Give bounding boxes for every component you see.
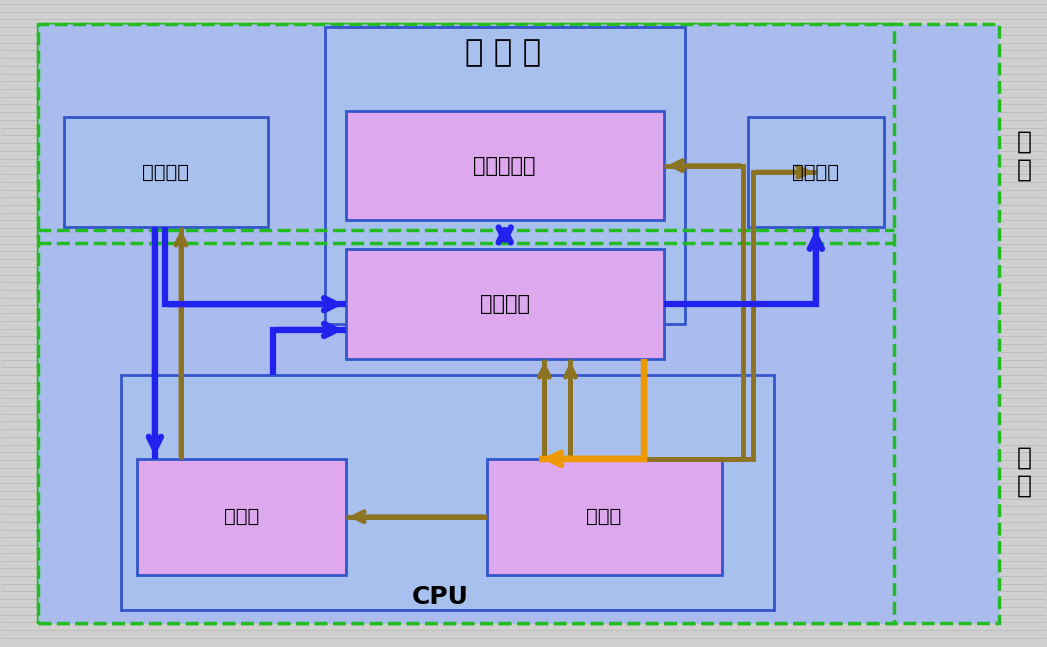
Bar [64, 117, 268, 227]
Bar [748, 117, 884, 227]
Text: 运算器: 运算器 [224, 507, 260, 526]
Text: 主存储器: 主存储器 [480, 294, 530, 314]
Bar [326, 27, 686, 324]
Bar [38, 24, 894, 623]
Text: CPU: CPU [411, 586, 468, 609]
Bar [346, 249, 665, 359]
Bar [487, 459, 721, 575]
Text: 存 储 器: 存 储 器 [465, 38, 540, 67]
Bar [121, 375, 774, 610]
Text: 外
设: 外 设 [1018, 130, 1032, 182]
Text: 输出设备: 输出设备 [793, 162, 840, 182]
Text: 控制器: 控制器 [586, 507, 622, 526]
Text: 主
机: 主 机 [1018, 446, 1032, 498]
Text: 辅助存储器: 辅助存储器 [473, 156, 536, 176]
Text: 输入设备: 输入设备 [141, 162, 188, 182]
Bar [346, 111, 665, 221]
Bar [137, 459, 346, 575]
